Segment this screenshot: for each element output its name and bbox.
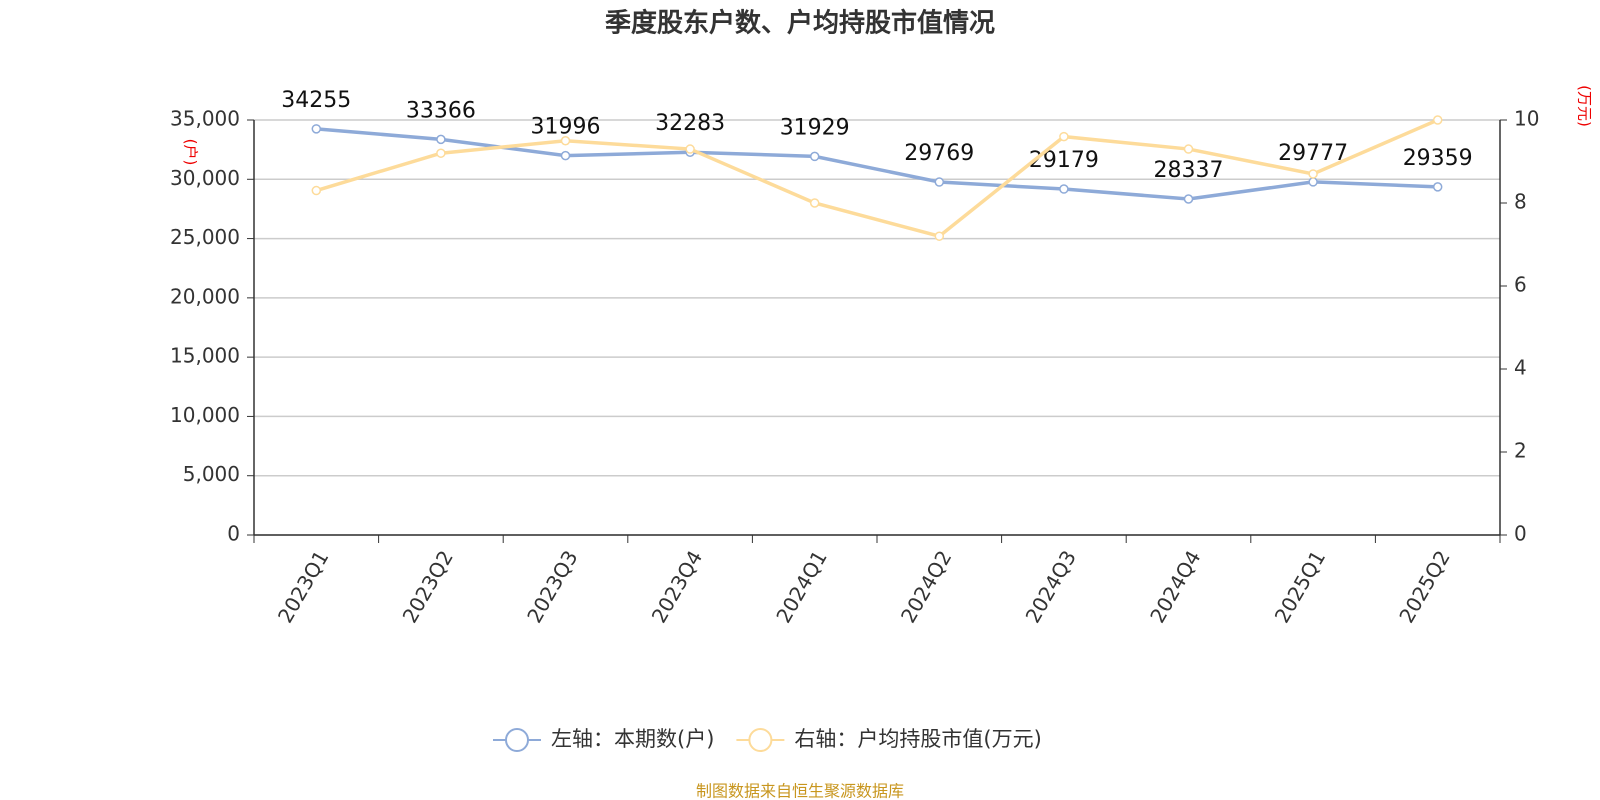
y2-tick-label: 0 [1514, 522, 1527, 546]
data-label: 32283 [655, 111, 725, 136]
data-label: 29777 [1278, 141, 1348, 166]
legend-marker [748, 728, 773, 752]
x-tick-label: 2025Q1 [1270, 546, 1330, 627]
point [685, 144, 695, 154]
legend-label: 右轴：户均持股市值(万元) [794, 727, 1041, 751]
x-tick-label: 2024Q2 [896, 546, 956, 627]
point [1183, 144, 1194, 154]
point [1183, 194, 1194, 204]
x-tick-label: 2024Q1 [771, 546, 831, 627]
legend-marker [505, 728, 529, 752]
point [1308, 177, 1318, 187]
point [1432, 115, 1443, 125]
chart-title: 季度股东户数、户均持股市值情况 [605, 8, 995, 39]
point [560, 150, 571, 161]
point [311, 185, 322, 196]
y-tick-label: 0 [227, 522, 240, 546]
y2-tick-label: 2 [1514, 439, 1527, 463]
point [311, 124, 322, 134]
y2-tick-label: 8 [1514, 190, 1527, 214]
y-tick-label: 20,000 [170, 284, 240, 308]
data-label: 29359 [1403, 146, 1473, 171]
point [809, 151, 820, 162]
point [1059, 184, 1069, 194]
legend-label: 左轴：本期数(户) [551, 727, 714, 751]
data-label: 34255 [281, 88, 351, 113]
point [436, 134, 446, 145]
point [1059, 131, 1069, 142]
x-tick-label: 2024Q3 [1021, 546, 1081, 627]
point [1308, 169, 1318, 179]
data-label: 29179 [1029, 148, 1099, 173]
y-tick-label: 35,000 [170, 107, 240, 131]
x-tick-label: 2023Q4 [647, 546, 707, 627]
y2-tick-label: 10 [1514, 107, 1539, 131]
y2-tick-label: 6 [1514, 273, 1527, 297]
point [934, 177, 945, 187]
x-tick-label: 2024Q4 [1145, 546, 1205, 627]
data-label: 29769 [904, 141, 974, 166]
point [560, 136, 571, 146]
y2-tick-label: 4 [1514, 356, 1527, 380]
point [1432, 182, 1443, 192]
y-tick-label: 25,000 [170, 225, 240, 249]
y2-axis-label: (万元) [1576, 85, 1594, 127]
source-note: 制图数据来自恒生聚源数据库 [696, 782, 904, 800]
y-tick-label: 15,000 [170, 344, 240, 368]
point [809, 198, 820, 208]
point [934, 231, 945, 241]
series-line [315, 118, 1439, 239]
data-label: 31996 [531, 115, 601, 140]
data-label: 28337 [1154, 158, 1224, 183]
x-tick-label: 2025Q2 [1394, 546, 1454, 627]
x-tick-label: 2023Q3 [522, 546, 582, 627]
data-label: 31929 [780, 115, 850, 140]
x-tick-label: 2023Q1 [273, 546, 333, 627]
y-tick-label: 10,000 [170, 403, 240, 427]
x-tick-label: 2023Q2 [398, 546, 458, 627]
data-label: 33366 [406, 98, 476, 123]
y-axis-label: (户) [182, 139, 200, 166]
y-tick-label: 5,000 [183, 462, 240, 486]
y-tick-label: 30,000 [170, 166, 240, 190]
point [436, 148, 446, 158]
